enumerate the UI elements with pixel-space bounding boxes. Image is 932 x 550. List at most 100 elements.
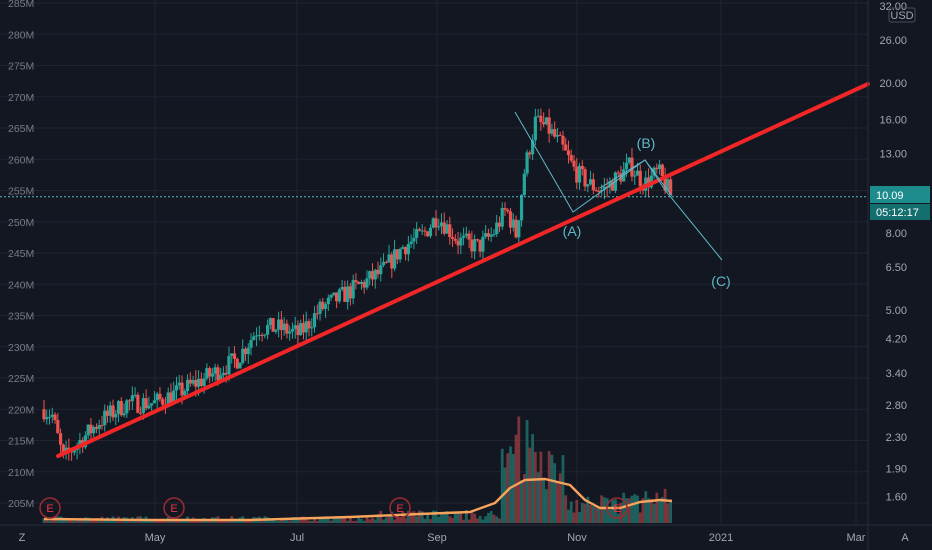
volume-bar (423, 518, 427, 523)
volume-bar (426, 512, 430, 523)
volume-bar (575, 499, 579, 523)
candle-body (434, 218, 438, 228)
candle-body (177, 382, 181, 386)
volume-bar (647, 498, 650, 523)
volume-bar (368, 519, 372, 523)
volume-bar (299, 516, 303, 523)
candle-body (428, 227, 433, 237)
volume-bar (528, 447, 532, 523)
candle-body (580, 165, 584, 170)
volume-bar (542, 478, 546, 523)
right-tick-label: 32.00 (879, 1, 907, 13)
candle-body (365, 278, 369, 288)
candle-body (514, 219, 518, 238)
left-tick-label: 215M (8, 436, 34, 448)
candle-body (575, 166, 579, 183)
candle-body (533, 116, 537, 141)
volume-bar (619, 502, 623, 523)
candle-body (666, 179, 670, 191)
volume-bar (285, 520, 289, 523)
volume-bar (70, 520, 74, 523)
candle-body (166, 392, 170, 407)
candle-body (492, 234, 496, 236)
right-tick-label: 5.00 (886, 305, 907, 317)
candle-body (92, 427, 96, 434)
volume-bar (467, 519, 471, 523)
candle-body (141, 398, 145, 413)
volume-bar (475, 518, 479, 523)
candle-body (288, 331, 292, 334)
candle-body (130, 395, 134, 402)
volume-bar (304, 519, 308, 523)
candle-body (42, 409, 46, 420)
candle-body (638, 170, 642, 187)
volume-bar (274, 520, 278, 523)
x-tick-label: Sep (427, 532, 447, 544)
candle-body (116, 401, 121, 414)
candle-body (544, 117, 548, 125)
volume-bar (511, 453, 515, 523)
volume-bar (630, 495, 634, 523)
candle-body (401, 247, 405, 249)
candle-body (586, 184, 590, 187)
candle-body (415, 229, 419, 238)
volume-bar (445, 511, 449, 523)
volume-bar (649, 499, 653, 523)
candle-body (274, 329, 278, 332)
volume-bar (459, 512, 463, 523)
candle-body (332, 292, 336, 296)
corner-label-right: A (901, 532, 909, 544)
candle-body (655, 167, 659, 170)
candle-body (103, 410, 107, 426)
candle-body (241, 348, 245, 363)
x-tick-label: Nov (567, 532, 587, 544)
volume-bar (288, 520, 292, 523)
volume-bar (147, 520, 151, 523)
candle-body (624, 162, 629, 170)
candle-body (506, 209, 510, 212)
volume-bar (379, 510, 383, 523)
candle-body (633, 175, 637, 177)
candle-body (566, 150, 571, 156)
volume-bar (329, 520, 333, 523)
candle-body (285, 323, 289, 334)
volume-bar (456, 513, 460, 523)
candle-body (478, 239, 482, 252)
candle-body (53, 414, 57, 421)
candle-body (376, 269, 380, 275)
left-tick-label: 210M (8, 467, 34, 479)
price-tag-value: 10.09 (876, 190, 904, 202)
grid (0, 0, 868, 525)
candle-body (152, 400, 157, 404)
wave-label: (B) (637, 135, 656, 151)
volume-bar (64, 519, 68, 523)
volume-bar (442, 512, 446, 523)
candle-body (445, 224, 449, 234)
left-tick-label: 285M (8, 0, 34, 10)
left-tick-label: 205M (8, 498, 34, 510)
candle-body (357, 282, 361, 284)
candle-body (50, 414, 54, 417)
candle-body (423, 230, 427, 232)
volume-bar (633, 494, 637, 523)
candle-body (174, 385, 179, 391)
candle-body (329, 295, 333, 298)
volume-bar (627, 498, 631, 523)
volume-bar (644, 491, 648, 523)
x-tick-label: Jul (290, 532, 304, 544)
candle-body (282, 323, 286, 331)
candle-body (588, 179, 593, 185)
volume-bar (354, 520, 358, 523)
volume-bar (495, 516, 499, 523)
candle-body (437, 226, 441, 228)
candle-body (561, 135, 565, 145)
candle-body (268, 318, 272, 326)
left-tick-label: 235M (8, 311, 34, 323)
candle-body (304, 321, 308, 333)
right-tick-label: 26.00 (879, 35, 907, 47)
volume-bar (307, 520, 311, 523)
candle-body (321, 301, 325, 309)
candle-body (185, 379, 190, 392)
candle-body (205, 368, 209, 379)
volume-bar (208, 520, 212, 523)
